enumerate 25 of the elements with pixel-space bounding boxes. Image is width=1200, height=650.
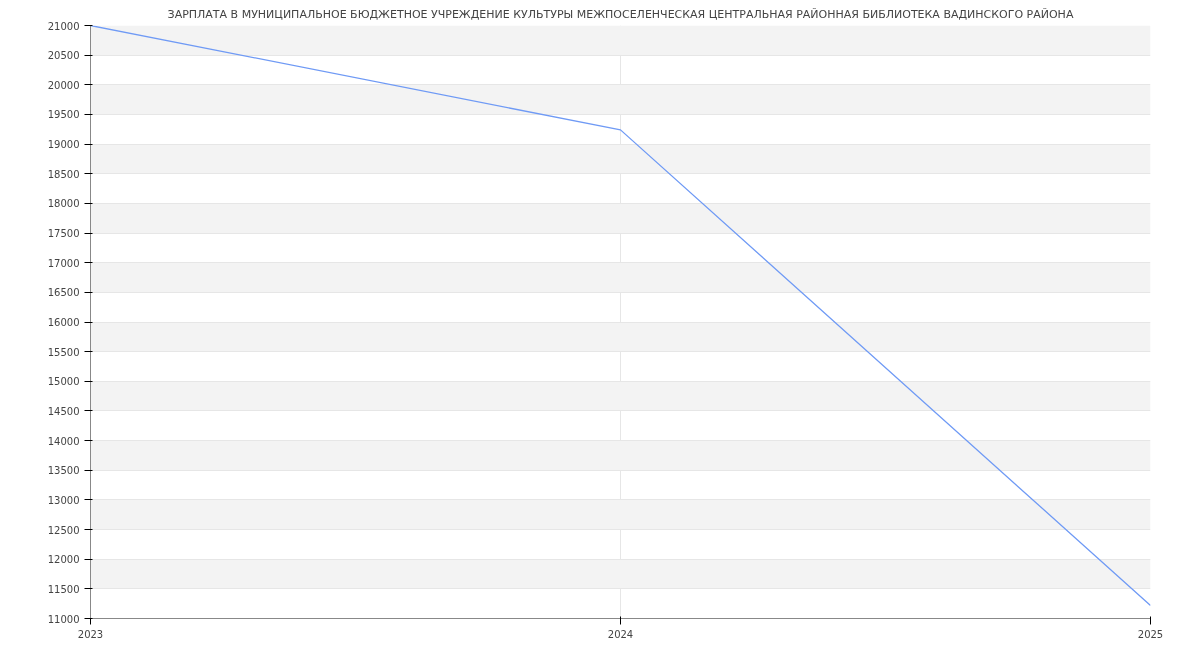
y-tick-label: 19500 <box>47 109 80 121</box>
chart-title: ЗАРПЛАТА В МУНИЦИПАЛЬНОЕ БЮДЖЕТНОЕ УЧРЕЖДЕНИЕ КУЛЬТУРЫ МЕЖПОСЕЛЕНЧЕСКАЯ ЦЕНТРАЛЬНАЯ РАЙОННАЯ БИБЛИОТЕКА ВАДИНСКОГО РАЙОНА <box>167 7 1074 21</box>
y-tick-label: 16000 <box>47 317 80 328</box>
y-tick-label: 14000 <box>47 435 80 447</box>
y-tick-label: 13000 <box>47 494 80 506</box>
x-tick-label: 2025 <box>1137 628 1164 640</box>
y-tick-label: 15000 <box>47 376 80 388</box>
y-tick-label: 15500 <box>47 346 80 358</box>
y-tick-label: 12500 <box>47 524 80 536</box>
y-tick-label: 18500 <box>47 168 80 180</box>
y-tick-label: 11000 <box>47 613 80 625</box>
y-tick-label: 17500 <box>47 228 80 240</box>
y-tick-label: 20500 <box>47 50 80 62</box>
y-tick-label: 16500 <box>47 287 80 299</box>
y-tick-label: 21000 <box>47 20 80 32</box>
y-tick-label: 20000 <box>47 79 80 91</box>
x-tick-label: 2024 <box>607 628 634 640</box>
x-tick-label: 2023 <box>77 628 104 640</box>
y-tick-label: 19000 <box>47 139 80 151</box>
y-tick-label: 13500 <box>47 465 80 477</box>
y-tick-label: 17000 <box>47 257 80 269</box>
y-tick-label: 12000 <box>47 554 80 566</box>
y-tick-label: 11500 <box>47 583 80 595</box>
y-tick-label: 18000 <box>47 198 80 210</box>
y-tick-label: 14500 <box>47 405 80 417</box>
